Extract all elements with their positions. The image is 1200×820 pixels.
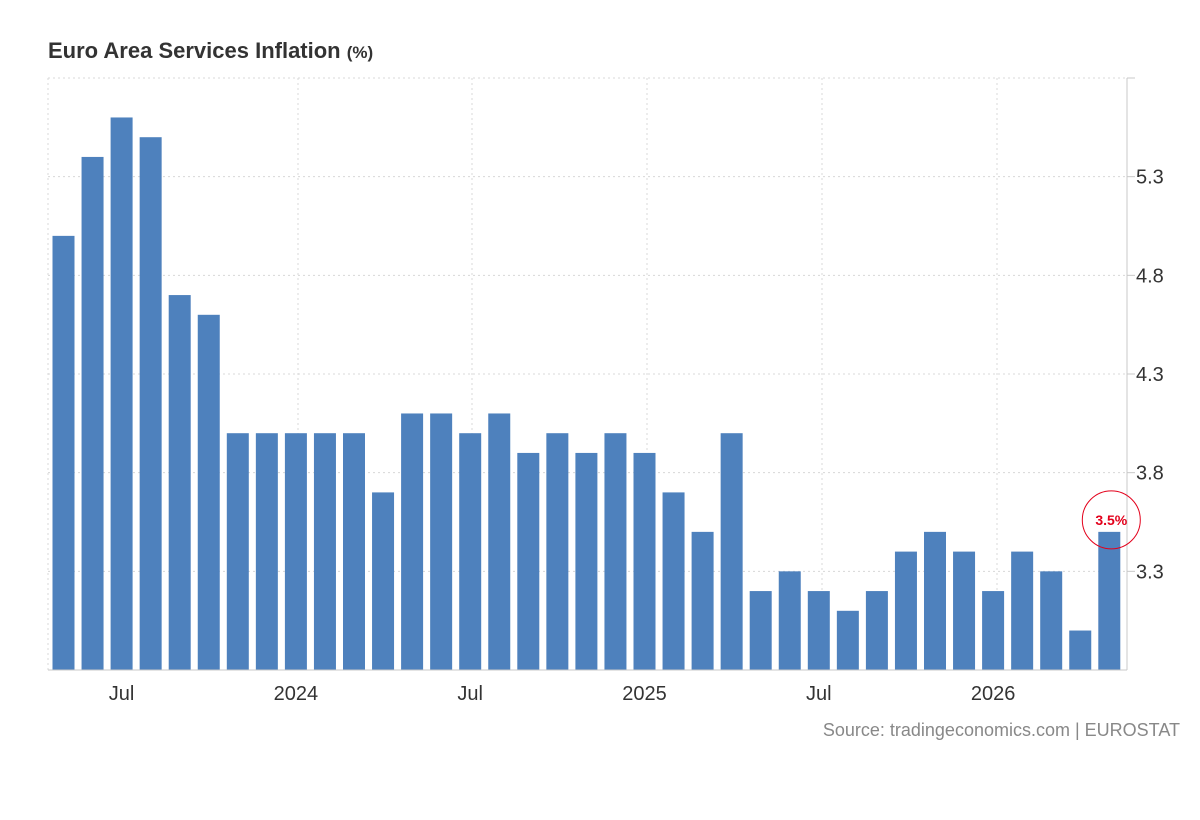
x-tick-label: Jul	[806, 683, 832, 705]
y-tick-label: 4.3	[1136, 364, 1164, 386]
bar	[836, 610, 859, 670]
bar	[865, 591, 888, 670]
bar	[81, 156, 104, 670]
x-tick-label: Jul	[457, 683, 483, 705]
chart-title: Euro Area Services Inflation (%)	[48, 38, 373, 64]
bar	[459, 433, 482, 670]
bar	[749, 591, 772, 670]
annotation-label: 3.5%	[1095, 512, 1127, 528]
bar	[691, 531, 714, 670]
bar	[953, 551, 976, 670]
x-tick-label: Jul	[109, 683, 135, 705]
source-note: Source: tradingeconomics.com | EUROSTAT	[822, 720, 1180, 740]
bar	[343, 433, 365, 670]
bar	[255, 433, 278, 670]
y-tick-label: 3.3	[1136, 561, 1164, 583]
bar	[139, 137, 162, 670]
x-tick-label: 2026	[971, 683, 1016, 705]
annotation-circle	[1081, 490, 1141, 550]
chart-title-text: Euro Area Services Inflation	[48, 38, 341, 63]
bar	[720, 433, 743, 670]
y-tick-label: 3.8	[1136, 463, 1164, 485]
bar	[924, 531, 946, 670]
bar	[1098, 531, 1121, 670]
y-tick-label: 5.3	[1136, 167, 1164, 189]
bar	[517, 452, 540, 670]
chart-title-unit: (%)	[346, 43, 374, 62]
bar	[633, 452, 656, 670]
bar	[575, 452, 598, 670]
bar	[168, 295, 191, 670]
bar	[197, 314, 220, 670]
bar	[110, 117, 133, 670]
bar	[546, 433, 569, 670]
bar	[807, 591, 830, 670]
bar	[226, 433, 249, 670]
bar	[894, 551, 917, 670]
bar	[52, 235, 75, 670]
bar	[604, 433, 627, 670]
bar	[982, 591, 1005, 670]
y-tick-label: 4.8	[1136, 265, 1164, 287]
bar	[284, 433, 307, 670]
x-tick-label: 2025	[622, 683, 667, 705]
bar	[430, 413, 453, 670]
bar	[1069, 630, 1092, 670]
bar	[1040, 571, 1063, 670]
bar	[488, 413, 511, 670]
x-tick-label: 2024	[274, 683, 319, 705]
bar	[1011, 551, 1034, 670]
bar	[313, 433, 336, 670]
bar	[662, 492, 685, 670]
bar	[401, 413, 424, 670]
bar	[778, 571, 801, 670]
bar	[372, 492, 395, 670]
